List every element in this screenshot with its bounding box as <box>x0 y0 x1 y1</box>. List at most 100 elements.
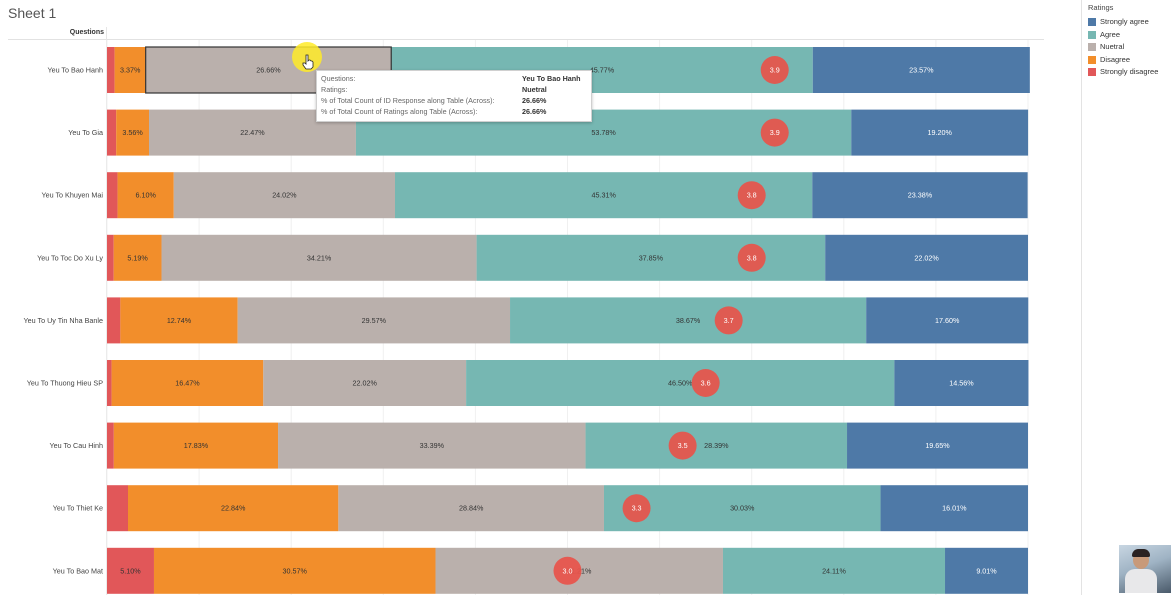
bar-segment-disagree[interactable] <box>127 485 339 532</box>
tooltip-label-pct-id: % of Total Count of ID Response along Ta… <box>321 96 495 105</box>
bar-segment-strongly-agree[interactable] <box>847 422 1028 469</box>
bar-segment-agree[interactable] <box>510 297 867 344</box>
legend-item-strongly-disagree[interactable]: Strongly disagree <box>1088 67 1159 77</box>
bar-segment-strongly-agree[interactable] <box>812 172 1028 219</box>
bar-label-agree: 24.11% <box>822 566 846 575</box>
legend-swatch <box>1088 30 1096 39</box>
mean-score-marker[interactable] <box>622 494 651 523</box>
bar-label-disagree: 5.19% <box>127 253 148 262</box>
mean-score-marker[interactable] <box>553 556 582 585</box>
bar-segment-strongly-disagree[interactable] <box>107 234 114 281</box>
mean-score-label: 3.5 <box>678 441 688 450</box>
avatar-hair <box>1132 549 1150 557</box>
legend-swatch <box>1088 55 1096 64</box>
tooltip-label-pct-ratings: % of Total Count of Ratings along Table … <box>321 107 478 116</box>
bar-label-agree: 30.03% <box>730 504 755 513</box>
bar-segment-disagree[interactable] <box>120 297 238 344</box>
bar-segment-nuetral[interactable] <box>338 485 604 532</box>
bar-segment-strongly-disagree[interactable] <box>107 360 112 406</box>
bar-segment-disagree[interactable] <box>117 172 174 219</box>
bar-segment-strongly-agree[interactable] <box>894 360 1029 406</box>
bar-segment-strongly-agree[interactable] <box>945 547 1028 594</box>
mean-score-marker[interactable] <box>737 243 766 272</box>
bar-label-disagree: 17.83% <box>184 441 209 450</box>
bar-segment-strongly-agree[interactable] <box>812 47 1030 93</box>
legend-panel: Ratings Strongly agree Agree Nuetral Dis… <box>1081 0 1173 595</box>
row-label-yeu-to-bao-hanh[interactable]: Yeu To Bao Hanh <box>47 66 103 75</box>
mean-score-marker[interactable] <box>737 181 766 210</box>
bar-label-nuetral: 22.02% <box>353 379 378 388</box>
mean-score-marker[interactable] <box>714 306 743 335</box>
bar-segment-strongly-disagree[interactable] <box>107 485 128 532</box>
bar-label-agree: 45.77% <box>590 66 615 75</box>
bar-label-strongly-agree: 22.02% <box>914 253 939 262</box>
tooltip-value-questions: Yeu To Bao Hanh <box>522 74 581 83</box>
bar-segment-nuetral[interactable] <box>161 234 477 281</box>
row-label-yeu-to-toc-do-xu-ly[interactable]: Yeu To Toc Do Xu Ly <box>37 253 103 262</box>
bar-segment-nuetral[interactable] <box>263 360 467 406</box>
bar-segment-nuetral[interactable] <box>237 297 511 344</box>
tooltip-value-ratings: Nuetral <box>522 85 547 94</box>
row-label-yeu-to-gia[interactable]: Yeu To Gia <box>68 128 103 137</box>
bar-label-disagree: 22.84% <box>221 504 246 513</box>
mean-score-label: 3.8 <box>747 253 757 262</box>
mean-score-marker[interactable] <box>760 56 789 84</box>
row-label-yeu-to-cau-hinh[interactable]: Yeu To Cau Hinh <box>49 441 103 450</box>
questions-column-header[interactable]: Questions <box>69 29 104 36</box>
hand-cursor-icon <box>302 54 314 70</box>
bar-segment-strongly-disagree[interactable] <box>107 47 115 93</box>
bar-label-agree: 53.78% <box>591 128 616 137</box>
bar-segment-agree[interactable] <box>476 234 826 281</box>
bar-label-nuetral: 29.57% <box>362 316 387 325</box>
stacked-bar-chart[interactable]: Yeu To Bao Hanh 3.37% 26.66% 45.77% 23.57% 3.… <box>0 0 1080 595</box>
bar-segment-strongly-agree[interactable] <box>851 109 1029 156</box>
row-label-yeu-to-thuong-hieu-sp[interactable]: Yeu To Thuong Hieu SP <box>27 379 103 388</box>
bar-segment-agree[interactable] <box>722 547 946 594</box>
mean-score-label: 3.3 <box>632 504 642 513</box>
bar-label-disagree: 12.74% <box>167 316 192 325</box>
legend-label: Agree <box>1100 29 1121 39</box>
sheet-title: Sheet 1 <box>8 5 57 21</box>
bar-segment-nuetral[interactable] <box>173 172 395 219</box>
legend-label: Disagree <box>1100 54 1131 64</box>
bar-segment-disagree[interactable] <box>114 47 146 93</box>
row-label-yeu-to-uy-tin-nha-banle[interactable]: Yeu To Uy Tin Nha Banle <box>23 316 103 325</box>
header-divider <box>8 39 1044 40</box>
legend-label: Strongly disagree <box>1100 67 1159 76</box>
legend-item-agree[interactable]: Agree <box>1088 30 1120 39</box>
bar-label-nuetral: 24.02% <box>272 191 297 200</box>
bar-label-strongly-agree: 23.57% <box>909 66 934 75</box>
bar-segment-agree[interactable] <box>585 422 848 469</box>
bar-label-strongly-agree: 16.01% <box>942 504 967 513</box>
tooltip: Questions: Yeu To Bao Hanh Ratings: Nuet… <box>316 70 592 122</box>
tooltip-value-pct-ratings: 26.66% <box>522 107 547 116</box>
bar-segment-strongly-agree[interactable] <box>880 485 1028 532</box>
bar-label-nuetral: 26.66% <box>256 66 281 75</box>
bar-segment-strongly-disagree[interactable] <box>107 109 117 156</box>
bar-segment-strongly-disagree[interactable] <box>107 172 118 219</box>
bar-segment-disagree[interactable] <box>111 360 264 406</box>
bar-segment-strongly-disagree[interactable] <box>107 297 121 344</box>
row-label-yeu-to-khuyen-mai[interactable]: Yeu To Khuyen Mai <box>41 191 103 200</box>
mean-score-marker[interactable] <box>691 369 720 397</box>
bar-segment-disagree[interactable] <box>113 422 279 469</box>
legend-item-nuetral[interactable]: Nuetral <box>1088 42 1124 52</box>
legend-item-strongly-agree[interactable]: Strongly agree <box>1088 17 1149 27</box>
bar-segment-agree[interactable] <box>466 360 895 406</box>
row-label-yeu-to-thiet-ke[interactable]: Yeu To Thiet Ke <box>53 504 103 513</box>
bar-segment-disagree[interactable] <box>153 547 436 594</box>
bar-segment-strongly-agree[interactable] <box>825 234 1028 281</box>
bar-segment-disagree[interactable] <box>113 234 162 281</box>
legend-item-disagree[interactable]: Disagree <box>1088 55 1130 64</box>
mean-score-marker[interactable] <box>668 431 697 460</box>
row-label-yeu-to-bao-mat[interactable]: Yeu To Bao Mat <box>53 566 103 575</box>
bar-segment-disagree[interactable] <box>116 109 149 156</box>
bar-label-agree: 28.39% <box>704 441 729 450</box>
bar-segment-strongly-disagree[interactable] <box>107 422 114 469</box>
bar-segment-strongly-agree[interactable] <box>866 297 1029 344</box>
mean-score-label: 3.0 <box>563 566 573 575</box>
bar-segment-strongly-disagree[interactable] <box>107 547 154 594</box>
bar-label-disagree: 6.10% <box>135 191 156 200</box>
mean-score-marker[interactable] <box>760 118 789 147</box>
bar-segment-nuetral[interactable] <box>278 422 586 469</box>
